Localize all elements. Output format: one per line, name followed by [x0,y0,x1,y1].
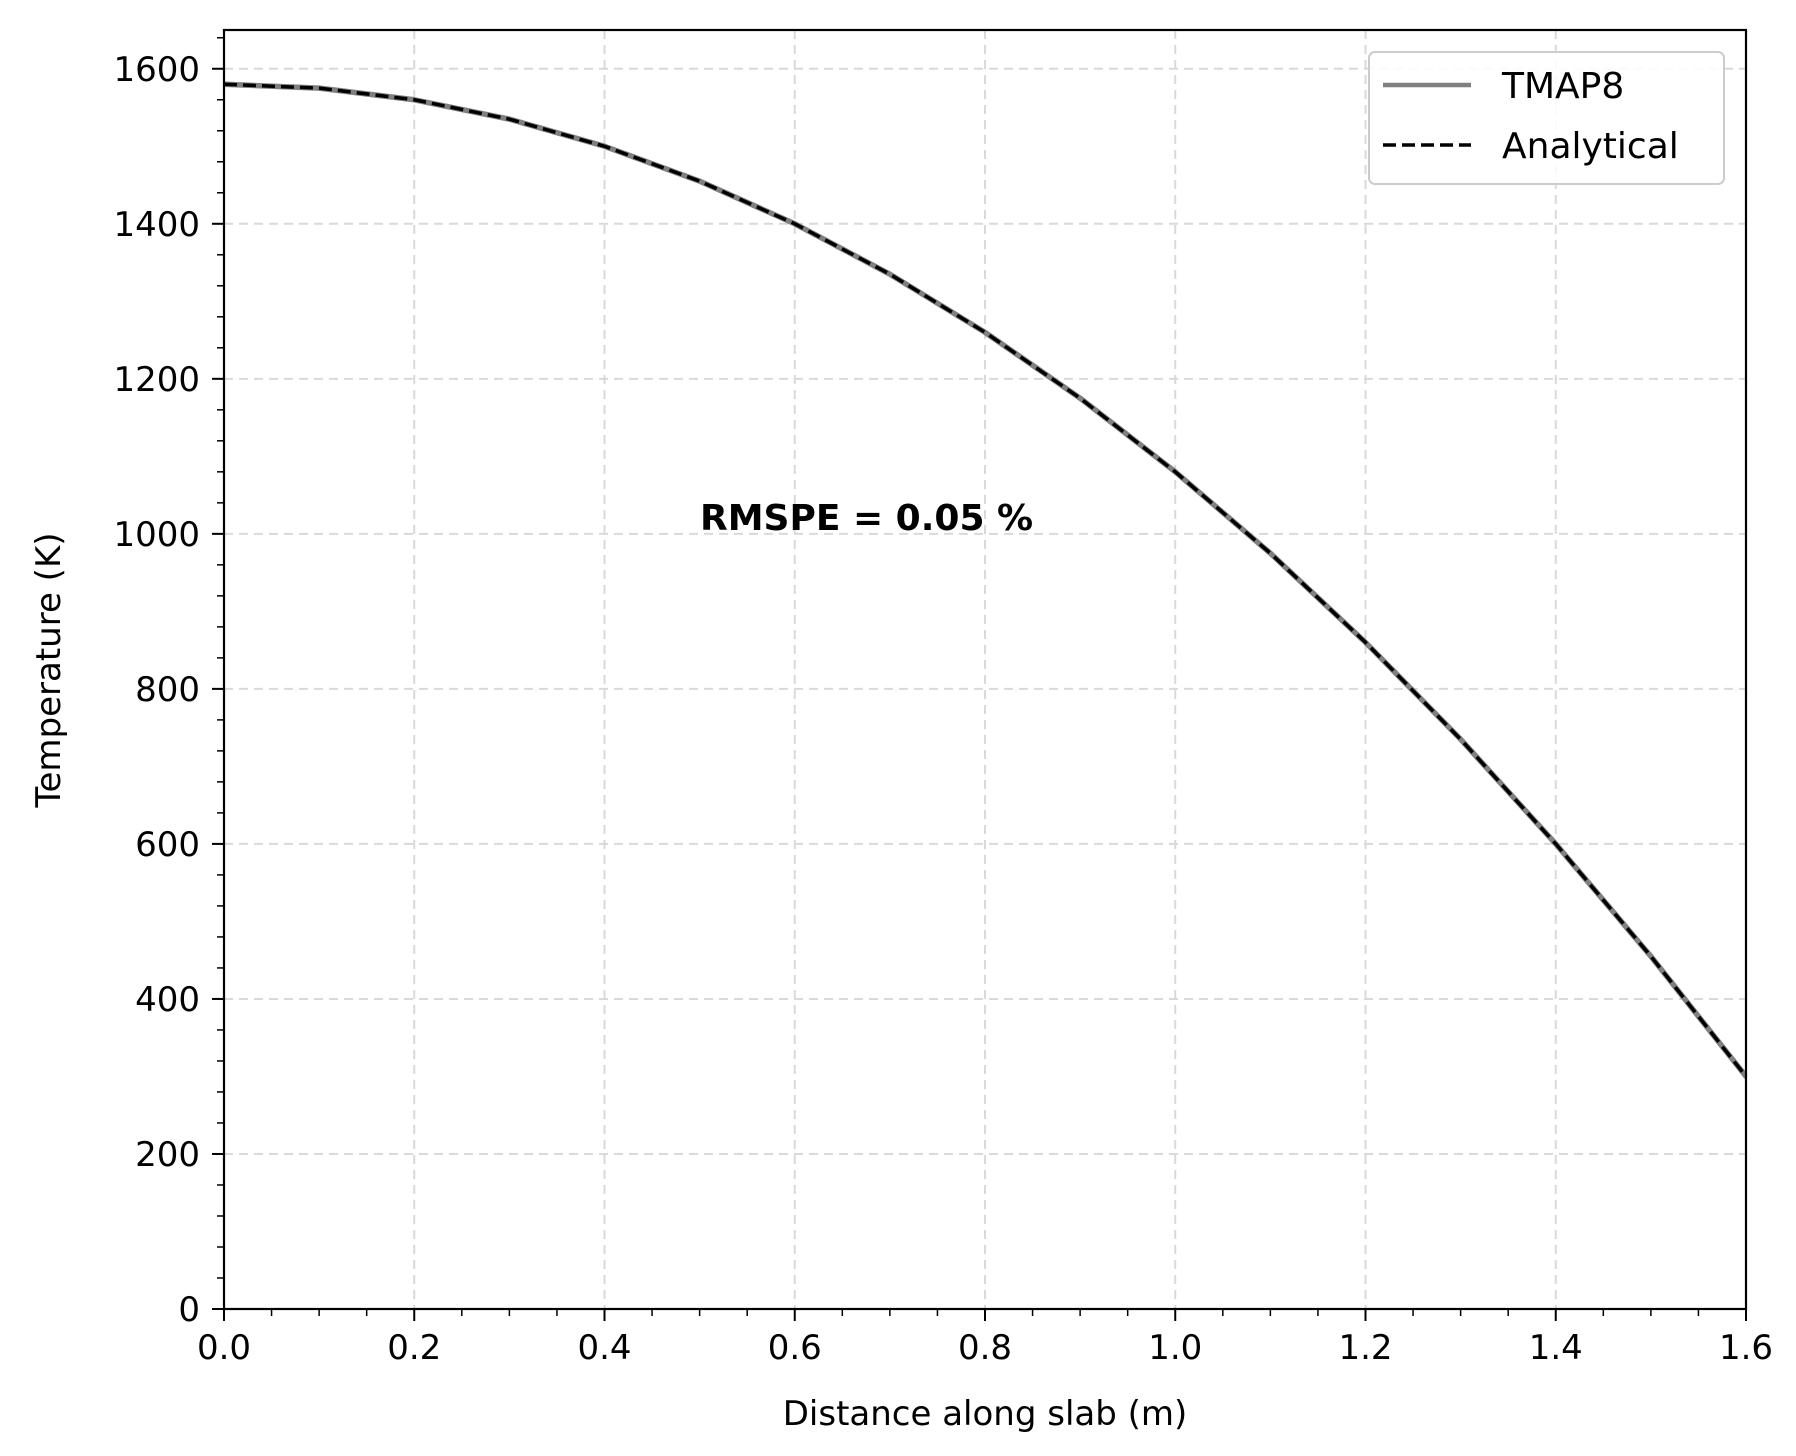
y-tick-label: 1000 [113,515,200,555]
series-line-analytical [224,82,1746,1078]
x-tick-label: 0.2 [387,1328,441,1368]
x-axis-label: Distance along slab (m) [783,1394,1188,1434]
y-tick-label: 0 [178,1290,200,1330]
annotation-rmspe: RMSPE = 0.05 % [700,498,1033,539]
y-tick-label: 1600 [113,50,200,90]
axis-ticks: 0.0 0.2 0.4 0.6 0.8 1.0 1.2 1.4 1.6 0 200 400 600 800… [113,37,1773,1368]
x-tick-label: 0.0 [197,1328,251,1368]
x-tick-label: 1.0 [1148,1328,1202,1368]
x-tick-label: 1.4 [1529,1328,1583,1368]
y-tick-label: 1400 [113,205,200,245]
legend-label-analytical: Analytical [1502,126,1679,167]
legend-label-tmap8: TMAP8 [1501,66,1624,107]
x-tick-label: 0.6 [768,1328,822,1368]
y-tick-label: 800 [135,670,200,710]
y-tick-label: 200 [135,1135,200,1175]
x-tick-label: 0.4 [577,1328,631,1368]
y-tick-label: 600 [135,825,200,865]
y-tick-label: 1200 [113,360,200,400]
legend: TMAP8 Analytical [1368,51,1725,185]
y-axis-label: Temperature (K) [29,532,69,808]
x-tick-label: 1.2 [1338,1328,1392,1368]
y-tick-label: 400 [135,980,200,1020]
x-tick-label: 1.6 [1719,1328,1773,1368]
series-layer [224,81,1746,1080]
x-tick-label: 0.8 [958,1328,1012,1368]
